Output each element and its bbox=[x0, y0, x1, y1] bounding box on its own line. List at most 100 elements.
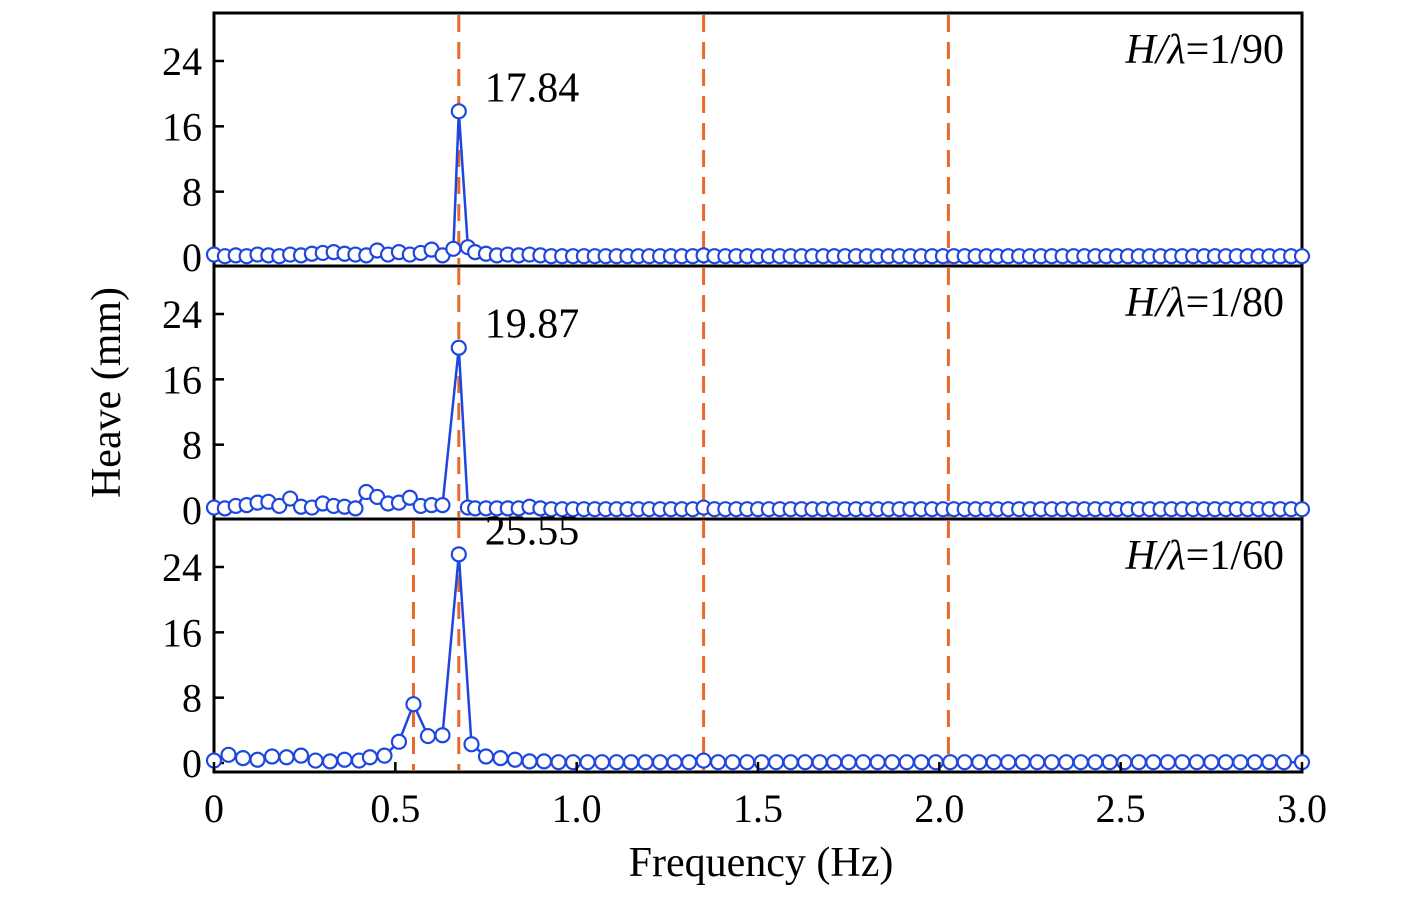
y-tick-label: 16 bbox=[162, 610, 202, 655]
data-point bbox=[249, 751, 266, 768]
data-point bbox=[898, 754, 915, 771]
data-point bbox=[1188, 754, 1205, 771]
data-point bbox=[985, 754, 1002, 771]
data-point bbox=[1072, 754, 1089, 771]
data-point bbox=[282, 490, 299, 507]
data-point bbox=[1203, 754, 1220, 771]
y-tick-label: 0 bbox=[182, 235, 202, 280]
data-point bbox=[1232, 754, 1249, 771]
data-point bbox=[666, 754, 683, 771]
data-point bbox=[651, 754, 669, 771]
data-point bbox=[1000, 754, 1017, 771]
data-point bbox=[1029, 754, 1046, 771]
data-point bbox=[680, 754, 698, 771]
data-point bbox=[521, 753, 538, 770]
x-tick-label: 1.0 bbox=[552, 786, 602, 831]
data-point bbox=[593, 754, 611, 771]
data-point bbox=[1246, 754, 1263, 771]
y-tick-label: 0 bbox=[182, 488, 202, 533]
data-point bbox=[445, 240, 462, 257]
data-point bbox=[1293, 501, 1311, 518]
data-point bbox=[753, 754, 770, 771]
data-point bbox=[971, 754, 988, 771]
data-point bbox=[1043, 754, 1060, 771]
panel-1: 0 8 16 24 17.84 H/λ=1/90 bbox=[162, 11, 1311, 280]
x-tick-label: 2.0 bbox=[914, 786, 964, 831]
data-point bbox=[450, 103, 467, 120]
data-point bbox=[1101, 754, 1118, 771]
data-point bbox=[347, 500, 364, 517]
data-point bbox=[710, 754, 727, 771]
data-point bbox=[405, 696, 422, 713]
data-point bbox=[321, 753, 339, 770]
data-point bbox=[1293, 248, 1311, 265]
data-point bbox=[855, 754, 872, 771]
data-point bbox=[942, 754, 959, 771]
data-point bbox=[782, 754, 799, 771]
series-line bbox=[213, 554, 1302, 764]
y-tick-label: 8 bbox=[182, 170, 202, 215]
x-tick-label: 2.5 bbox=[1096, 786, 1146, 831]
data-point bbox=[1261, 754, 1278, 771]
data-point bbox=[913, 754, 930, 771]
data-point bbox=[768, 754, 785, 771]
data-point bbox=[506, 751, 524, 768]
data-point bbox=[278, 749, 295, 766]
panel-label: H/λ=1/60 bbox=[1124, 533, 1284, 579]
data-point bbox=[1159, 754, 1176, 771]
data-point bbox=[263, 748, 281, 765]
data-point bbox=[376, 747, 393, 764]
data-point bbox=[956, 754, 973, 771]
data-point bbox=[450, 339, 467, 356]
x-tick-label: 1.5 bbox=[733, 786, 783, 831]
data-point bbox=[724, 754, 741, 771]
y-tick-label: 16 bbox=[162, 357, 202, 402]
panel-3: 0 8 16 24 25.55 H/λ=1/60 bbox=[162, 508, 1311, 786]
data-point bbox=[1275, 754, 1292, 771]
data-point bbox=[1116, 754, 1133, 771]
data-point bbox=[550, 754, 567, 771]
y-tick-label: 24 bbox=[162, 545, 202, 590]
x-tick-label: 0.5 bbox=[370, 786, 420, 831]
data-point bbox=[1014, 754, 1031, 771]
data-point bbox=[535, 753, 553, 770]
data-point bbox=[434, 727, 451, 744]
data-point bbox=[450, 546, 467, 563]
x-axis: 0 0.5 1.0 1.5 2.0 2.5 3.0 bbox=[204, 762, 1327, 831]
data-point bbox=[1145, 754, 1162, 771]
panel-label: H/λ=1/80 bbox=[1124, 280, 1284, 326]
data-point bbox=[869, 754, 886, 771]
y-tick-label: 24 bbox=[162, 292, 202, 337]
data-point bbox=[927, 754, 944, 771]
series-line bbox=[213, 347, 1302, 511]
data-point bbox=[434, 497, 451, 514]
data-point bbox=[492, 749, 509, 767]
data-point bbox=[622, 754, 640, 771]
chart-panels: 0 8 16 24 17.84 H/λ=1/90 0 8 16 24 19.87 H/λ=1/80 0 8… bbox=[162, 11, 1311, 786]
series-line bbox=[213, 111, 1302, 258]
data-point bbox=[463, 736, 480, 753]
peak-value-label: 19.87 bbox=[485, 302, 580, 348]
data-point bbox=[292, 747, 310, 764]
x-tick-label: 0 bbox=[204, 786, 224, 831]
data-point bbox=[361, 749, 379, 766]
data-point bbox=[1087, 754, 1104, 771]
data-point bbox=[797, 754, 814, 771]
data-point bbox=[307, 752, 324, 769]
peak-value-label: 25.55 bbox=[485, 508, 580, 554]
y-tick-label: 8 bbox=[182, 423, 202, 468]
data-point bbox=[390, 733, 408, 750]
data-point bbox=[695, 752, 712, 769]
y-axis-label: Heave (mm) bbox=[84, 287, 130, 498]
y-tick-label: 16 bbox=[162, 104, 202, 149]
y-tick-label: 8 bbox=[182, 676, 202, 721]
data-point bbox=[739, 754, 756, 771]
data-point bbox=[826, 754, 843, 771]
data-point bbox=[1130, 754, 1147, 771]
data-point bbox=[271, 497, 288, 515]
data-point bbox=[477, 748, 495, 765]
data-point bbox=[336, 751, 353, 768]
data-point bbox=[401, 489, 418, 506]
data-point bbox=[579, 754, 596, 771]
